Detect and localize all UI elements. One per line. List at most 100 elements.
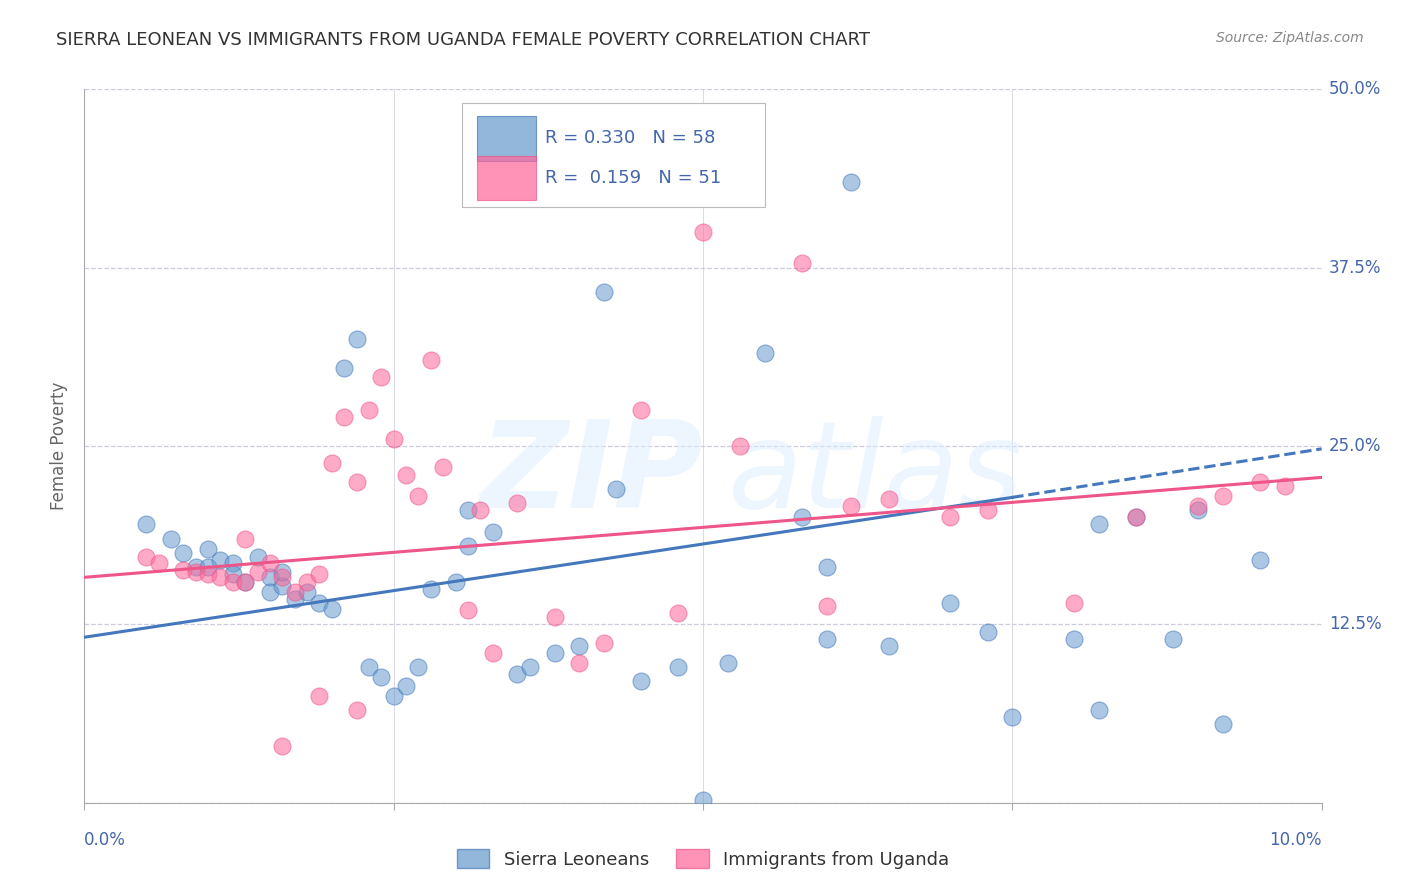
- Point: [815, 632, 838, 646]
- Point: [346, 332, 368, 346]
- Point: [160, 532, 183, 546]
- Point: [222, 574, 245, 589]
- Point: [1249, 475, 1271, 489]
- Point: [233, 532, 256, 546]
- Point: [1212, 717, 1234, 731]
- Text: R = 0.330   N = 58: R = 0.330 N = 58: [544, 129, 716, 147]
- Point: [877, 491, 900, 506]
- Point: [939, 596, 962, 610]
- Point: [408, 489, 430, 503]
- Point: [457, 539, 479, 553]
- Point: [259, 584, 281, 599]
- Point: [1063, 632, 1085, 646]
- Text: Source: ZipAtlas.com: Source: ZipAtlas.com: [1216, 31, 1364, 45]
- Text: R =  0.159   N = 51: R = 0.159 N = 51: [544, 169, 721, 186]
- Point: [419, 353, 441, 368]
- Point: [754, 346, 776, 360]
- Point: [481, 524, 503, 539]
- Point: [246, 565, 269, 579]
- Point: [1088, 703, 1111, 717]
- Point: [717, 656, 740, 670]
- Point: [135, 550, 157, 565]
- Point: [259, 556, 281, 570]
- Point: [233, 574, 256, 589]
- FancyBboxPatch shape: [461, 103, 765, 207]
- Point: [346, 475, 368, 489]
- Point: [321, 601, 343, 615]
- Point: [308, 567, 330, 582]
- Text: 37.5%: 37.5%: [1329, 259, 1381, 277]
- Text: 12.5%: 12.5%: [1329, 615, 1381, 633]
- Point: [135, 517, 157, 532]
- Point: [148, 556, 170, 570]
- Point: [1088, 517, 1111, 532]
- Point: [209, 570, 232, 584]
- Legend: Sierra Leoneans, Immigrants from Uganda: Sierra Leoneans, Immigrants from Uganda: [450, 842, 956, 876]
- Text: SIERRA LEONEAN VS IMMIGRANTS FROM UGANDA FEMALE POVERTY CORRELATION CHART: SIERRA LEONEAN VS IMMIGRANTS FROM UGANDA…: [56, 31, 870, 49]
- Text: 25.0%: 25.0%: [1329, 437, 1381, 455]
- Point: [233, 574, 256, 589]
- Point: [692, 225, 714, 239]
- Point: [370, 670, 392, 684]
- Point: [841, 175, 863, 189]
- Point: [184, 560, 207, 574]
- Point: [419, 582, 441, 596]
- Point: [197, 567, 219, 582]
- Point: [295, 584, 318, 599]
- Text: 10.0%: 10.0%: [1270, 831, 1322, 849]
- Point: [815, 599, 838, 613]
- Point: [630, 674, 652, 689]
- Point: [321, 456, 343, 470]
- Point: [209, 553, 232, 567]
- Point: [357, 403, 380, 417]
- Point: [728, 439, 751, 453]
- Point: [666, 606, 689, 620]
- Point: [271, 579, 294, 593]
- Point: [271, 565, 294, 579]
- Point: [271, 570, 294, 584]
- Point: [506, 667, 529, 681]
- Point: [568, 656, 591, 670]
- Point: [308, 596, 330, 610]
- Point: [370, 370, 392, 384]
- Point: [382, 432, 405, 446]
- Point: [172, 563, 194, 577]
- Point: [593, 285, 616, 299]
- Point: [605, 482, 627, 496]
- Point: [976, 503, 998, 517]
- Point: [1212, 489, 1234, 503]
- Point: [470, 503, 492, 517]
- Point: [692, 793, 714, 807]
- Point: [246, 550, 269, 565]
- Point: [1187, 499, 1209, 513]
- Point: [1161, 632, 1184, 646]
- Point: [197, 541, 219, 556]
- Point: [408, 660, 430, 674]
- Point: [1274, 479, 1296, 493]
- Point: [1063, 596, 1085, 610]
- FancyBboxPatch shape: [477, 155, 536, 200]
- Point: [1187, 503, 1209, 517]
- Point: [457, 503, 479, 517]
- Point: [395, 679, 418, 693]
- Point: [184, 565, 207, 579]
- Point: [939, 510, 962, 524]
- Point: [630, 403, 652, 417]
- Point: [1001, 710, 1024, 724]
- Point: [172, 546, 194, 560]
- Point: [841, 499, 863, 513]
- Point: [432, 460, 454, 475]
- Point: [457, 603, 479, 617]
- Point: [395, 467, 418, 482]
- Point: [790, 510, 813, 524]
- Point: [295, 574, 318, 589]
- Text: 50.0%: 50.0%: [1329, 80, 1381, 98]
- Point: [357, 660, 380, 674]
- Point: [197, 560, 219, 574]
- Point: [543, 610, 565, 624]
- Text: ZIP: ZIP: [479, 416, 703, 533]
- Point: [877, 639, 900, 653]
- Point: [790, 256, 813, 270]
- Point: [333, 410, 356, 425]
- Point: [346, 703, 368, 717]
